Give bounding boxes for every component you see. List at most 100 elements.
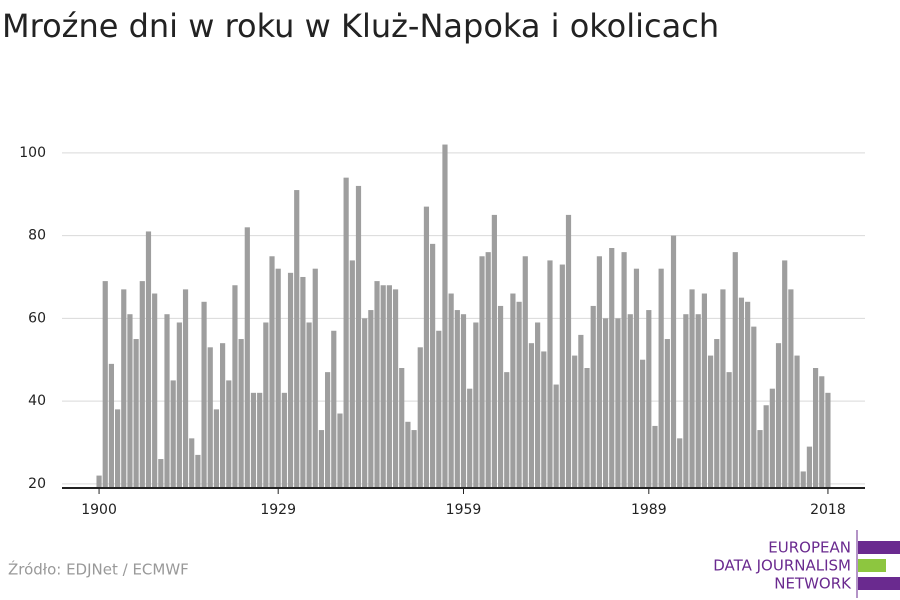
bar: [658, 268, 664, 488]
bar: [522, 256, 528, 488]
bar: [794, 355, 800, 488]
bar: [368, 310, 374, 488]
bar: [670, 235, 677, 488]
bar: [287, 272, 294, 488]
bar: [189, 438, 195, 488]
bar: [812, 368, 819, 488]
bar: [96, 475, 102, 488]
bar: [312, 268, 318, 488]
bar: [318, 430, 325, 488]
bar: [621, 252, 627, 488]
bar: [176, 322, 182, 488]
bar: [510, 293, 516, 488]
logo-text: NETWORK: [774, 575, 852, 593]
bar: [448, 293, 454, 488]
bar: [479, 256, 485, 488]
bar: [547, 260, 553, 488]
x-tick-label: 2018: [810, 502, 846, 518]
bar: [602, 318, 609, 488]
bar: [121, 289, 127, 488]
bar: [269, 256, 275, 488]
bar: [565, 214, 572, 488]
logo-text: DATA JOURNALISM: [713, 557, 851, 575]
bar: [281, 392, 287, 488]
bar: [170, 380, 176, 488]
bar: [226, 380, 232, 488]
bar: [640, 359, 646, 488]
bar: [677, 438, 683, 488]
bar: [145, 231, 152, 488]
x-tick-label: 1929: [260, 502, 296, 518]
bar: [392, 289, 399, 488]
bar: [133, 339, 139, 488]
bar: [405, 421, 411, 488]
bar: [164, 314, 170, 488]
bar: [460, 314, 467, 488]
bar: [102, 281, 108, 488]
bar: [430, 243, 436, 488]
bar: [108, 363, 115, 488]
bar: [362, 318, 368, 488]
bar: [195, 454, 201, 488]
y-tick-label: 60: [28, 310, 46, 326]
bar: [714, 339, 720, 488]
y-tick-label: 40: [28, 393, 46, 409]
bar: [473, 322, 479, 488]
bar: [275, 268, 281, 488]
bar: [707, 355, 714, 488]
bar: [535, 322, 541, 488]
bar: [788, 289, 794, 488]
bar: [738, 297, 745, 488]
bar: [689, 289, 695, 488]
bar: [454, 310, 460, 488]
bar: [411, 430, 417, 488]
bar: [683, 314, 689, 488]
bar: [238, 339, 244, 488]
bar: [386, 285, 392, 488]
bar: [207, 347, 213, 488]
bar: [374, 281, 380, 488]
bar: [127, 314, 133, 488]
bar: [541, 351, 547, 488]
bar: [182, 289, 189, 488]
bar: [646, 310, 652, 488]
bar: [491, 214, 497, 488]
bar: [158, 459, 164, 488]
bar: [485, 252, 491, 488]
bar: [442, 144, 448, 488]
bar: [800, 471, 806, 488]
bar: [201, 301, 207, 488]
bar: [139, 281, 145, 488]
x-tick-label: 1900: [81, 502, 117, 518]
bar: [652, 425, 658, 488]
logo-text: EUROPEAN: [768, 539, 851, 557]
bar: [355, 185, 362, 488]
bar: [609, 248, 615, 488]
bar: [584, 368, 590, 488]
bar: [114, 409, 121, 488]
bar: [572, 355, 578, 488]
bar: [349, 260, 355, 488]
bar: [745, 301, 751, 488]
bar: [627, 314, 633, 488]
bar: [331, 330, 337, 488]
bar: [806, 446, 813, 488]
bar: [763, 405, 769, 488]
logo-bar: [858, 541, 900, 554]
bar: [213, 409, 220, 488]
bar: [343, 177, 349, 489]
bar: [306, 322, 312, 488]
bar: [220, 343, 226, 488]
bar: [380, 285, 386, 488]
y-tick-label: 20: [28, 476, 46, 492]
bar: [769, 388, 775, 488]
logo-bar: [858, 559, 886, 572]
bar: [152, 293, 158, 488]
bar: [467, 388, 473, 488]
bar: [497, 305, 504, 488]
bar: [325, 372, 331, 488]
bar: [732, 252, 738, 488]
bar: [417, 347, 423, 488]
logo-bar: [858, 577, 900, 590]
source: Źródło: EDJNet / ECMWF: [8, 560, 189, 579]
